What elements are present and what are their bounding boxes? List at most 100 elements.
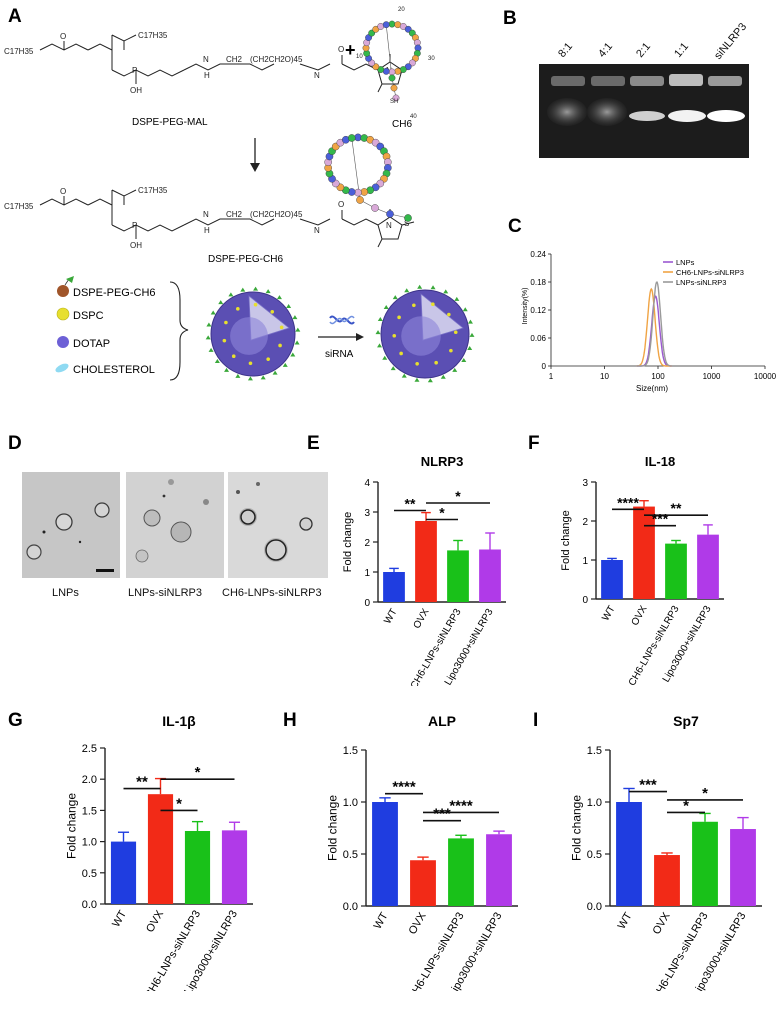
y-axis-label: Fold change xyxy=(569,795,583,861)
legend-dotap: DOTAP xyxy=(73,338,110,350)
mal-o-amide: O xyxy=(338,45,344,54)
y-tick-label: 0.5 xyxy=(82,868,97,880)
peptide-residue xyxy=(394,67,402,75)
ch6-conjugated-peptide-ring xyxy=(324,133,412,222)
tem-image-lnps-sinlrp3 xyxy=(126,472,224,578)
ch6conj-peg: (CH2CH2O)45 xyxy=(250,210,303,219)
ch6conj-oh: OH xyxy=(130,241,142,250)
legend-cholesterol-icon xyxy=(55,363,69,373)
panel-letter-c: C xyxy=(508,216,522,237)
peptide-residue xyxy=(392,94,400,102)
y-tick-label: 3 xyxy=(364,508,370,519)
targeting-peptide xyxy=(286,304,292,309)
bar-wt xyxy=(383,572,405,602)
y-tick-label: 2 xyxy=(582,517,588,528)
scale-bar xyxy=(96,569,114,572)
peptide-residue xyxy=(386,210,394,218)
targeting-peptide xyxy=(461,358,467,363)
bar-ovx xyxy=(415,521,437,602)
ch6conj-p: P xyxy=(132,221,137,230)
targeting-peptide xyxy=(383,304,389,309)
x-tick-label: OVX xyxy=(630,604,650,628)
bar-lipo3000-sinlrp3 xyxy=(730,829,756,906)
significance-label: * xyxy=(195,764,201,781)
targeting-peptide xyxy=(377,343,383,348)
dspc-lipid xyxy=(453,330,458,335)
dspe-peg-ch6-atoms: C17H35 O C17H35 P OH N H CH2 (CH2CH2O)45… xyxy=(4,186,409,250)
c-y-tick-label: 0.24 xyxy=(530,250,546,259)
targeting-peptide xyxy=(469,332,475,337)
x-tick-label: WT xyxy=(372,910,391,931)
significance-label: * xyxy=(455,488,461,504)
ch6conj-o-1: O xyxy=(60,187,66,196)
c-x-tick-label: 1000 xyxy=(703,372,721,381)
y-tick-label: 1 xyxy=(582,556,588,567)
x-tick-label: WT xyxy=(600,604,617,623)
dspe-peg-mal-atoms: C17H35 O C17H35 P OH N H CH2 (CH2CH2O)45… xyxy=(4,31,392,95)
bar-ch6-lnps-sinlrp3 xyxy=(692,821,718,906)
mal-peg: (CH2CH2O)45 xyxy=(250,55,303,64)
legend-dspc: DSPC xyxy=(73,310,104,322)
targeting-peptide xyxy=(454,296,460,301)
chart-title: IL-1β xyxy=(162,713,196,729)
legend-cholesterol: CHOLESTEROL xyxy=(73,364,155,376)
targeting-peptide xyxy=(272,370,278,375)
y-tick-label: 1.5 xyxy=(82,805,97,817)
y-tick-label: 1 xyxy=(364,568,370,579)
y-axis-label: Fold change xyxy=(325,795,339,861)
significance-label: **** xyxy=(392,779,416,796)
ch6-peptide-ring xyxy=(362,20,422,102)
bar-ch6-lnps-sinlrp3 xyxy=(665,543,687,599)
significance-label: * xyxy=(176,795,182,812)
ch6conj-c17h35-left: C17H35 xyxy=(4,202,34,211)
mal-h: H xyxy=(204,71,210,80)
y-tick-label: 1.0 xyxy=(587,797,602,809)
dspc-lipid xyxy=(278,343,282,348)
bar-ch6-lnps-sinlrp3 xyxy=(447,550,469,602)
peptide-residue xyxy=(382,21,390,29)
y-tick-label: 4 xyxy=(364,478,370,489)
lipid-legend: DSPE-PEG-CH6 DSPC DOTAP CHOLESTEROL xyxy=(55,276,189,381)
panel-letter-i: I xyxy=(533,710,538,731)
dspc-lipid xyxy=(449,348,453,353)
bar-wt xyxy=(372,802,398,906)
x-tick-label: OVX xyxy=(144,908,166,935)
peptide-residue xyxy=(390,84,398,92)
panel-letter-b: B xyxy=(503,8,517,29)
dspc-lipid xyxy=(434,360,438,365)
ch6conj-c17h35-top: C17H35 xyxy=(138,186,168,195)
dspe-peg-ch6-structure xyxy=(39,189,415,248)
chart-title: NLRP3 xyxy=(421,454,464,469)
ch6conj-h: H xyxy=(204,226,210,235)
bar-ovx xyxy=(654,855,680,906)
panel-letter-f: F xyxy=(528,433,540,454)
targeting-peptide xyxy=(382,355,388,360)
significance-label: **** xyxy=(617,494,639,510)
significance-label: *** xyxy=(639,777,657,794)
ch6conj-n-amide: N xyxy=(314,226,320,235)
sirna-arrow xyxy=(318,315,364,341)
bar-wt xyxy=(601,560,623,599)
bar-wt xyxy=(110,841,137,904)
y-tick-label: 0.5 xyxy=(343,849,358,861)
panel-c-size-distribution: 0 0.06 0.12 0.18 0.24 1 10 100 1000 10000 Size(nm)… xyxy=(522,250,777,393)
peptide-residue xyxy=(356,196,364,204)
ch6conj-o-amide: O xyxy=(338,200,344,209)
ch6-label: CH6 xyxy=(392,119,412,130)
targeting-peptide xyxy=(247,376,253,381)
panel-letter-h: H xyxy=(283,710,297,731)
peptide-residue xyxy=(388,74,396,82)
targeting-peptide xyxy=(390,366,396,371)
y-axis-label: Fold change xyxy=(342,512,354,573)
legend-brace xyxy=(169,281,189,381)
targeting-peptide xyxy=(214,358,220,363)
c-x-tick-label: 10000 xyxy=(754,372,777,381)
chart-title: IL-18 xyxy=(645,454,675,469)
targeting-peptide xyxy=(452,367,458,372)
tem-image-ch6-lnps-sinlrp3 xyxy=(228,472,328,578)
lnp-sirna-illustration xyxy=(375,284,475,383)
ch6conj-s: S xyxy=(404,219,409,228)
targeting-peptide xyxy=(294,340,300,345)
dspc-lipid xyxy=(279,325,284,330)
